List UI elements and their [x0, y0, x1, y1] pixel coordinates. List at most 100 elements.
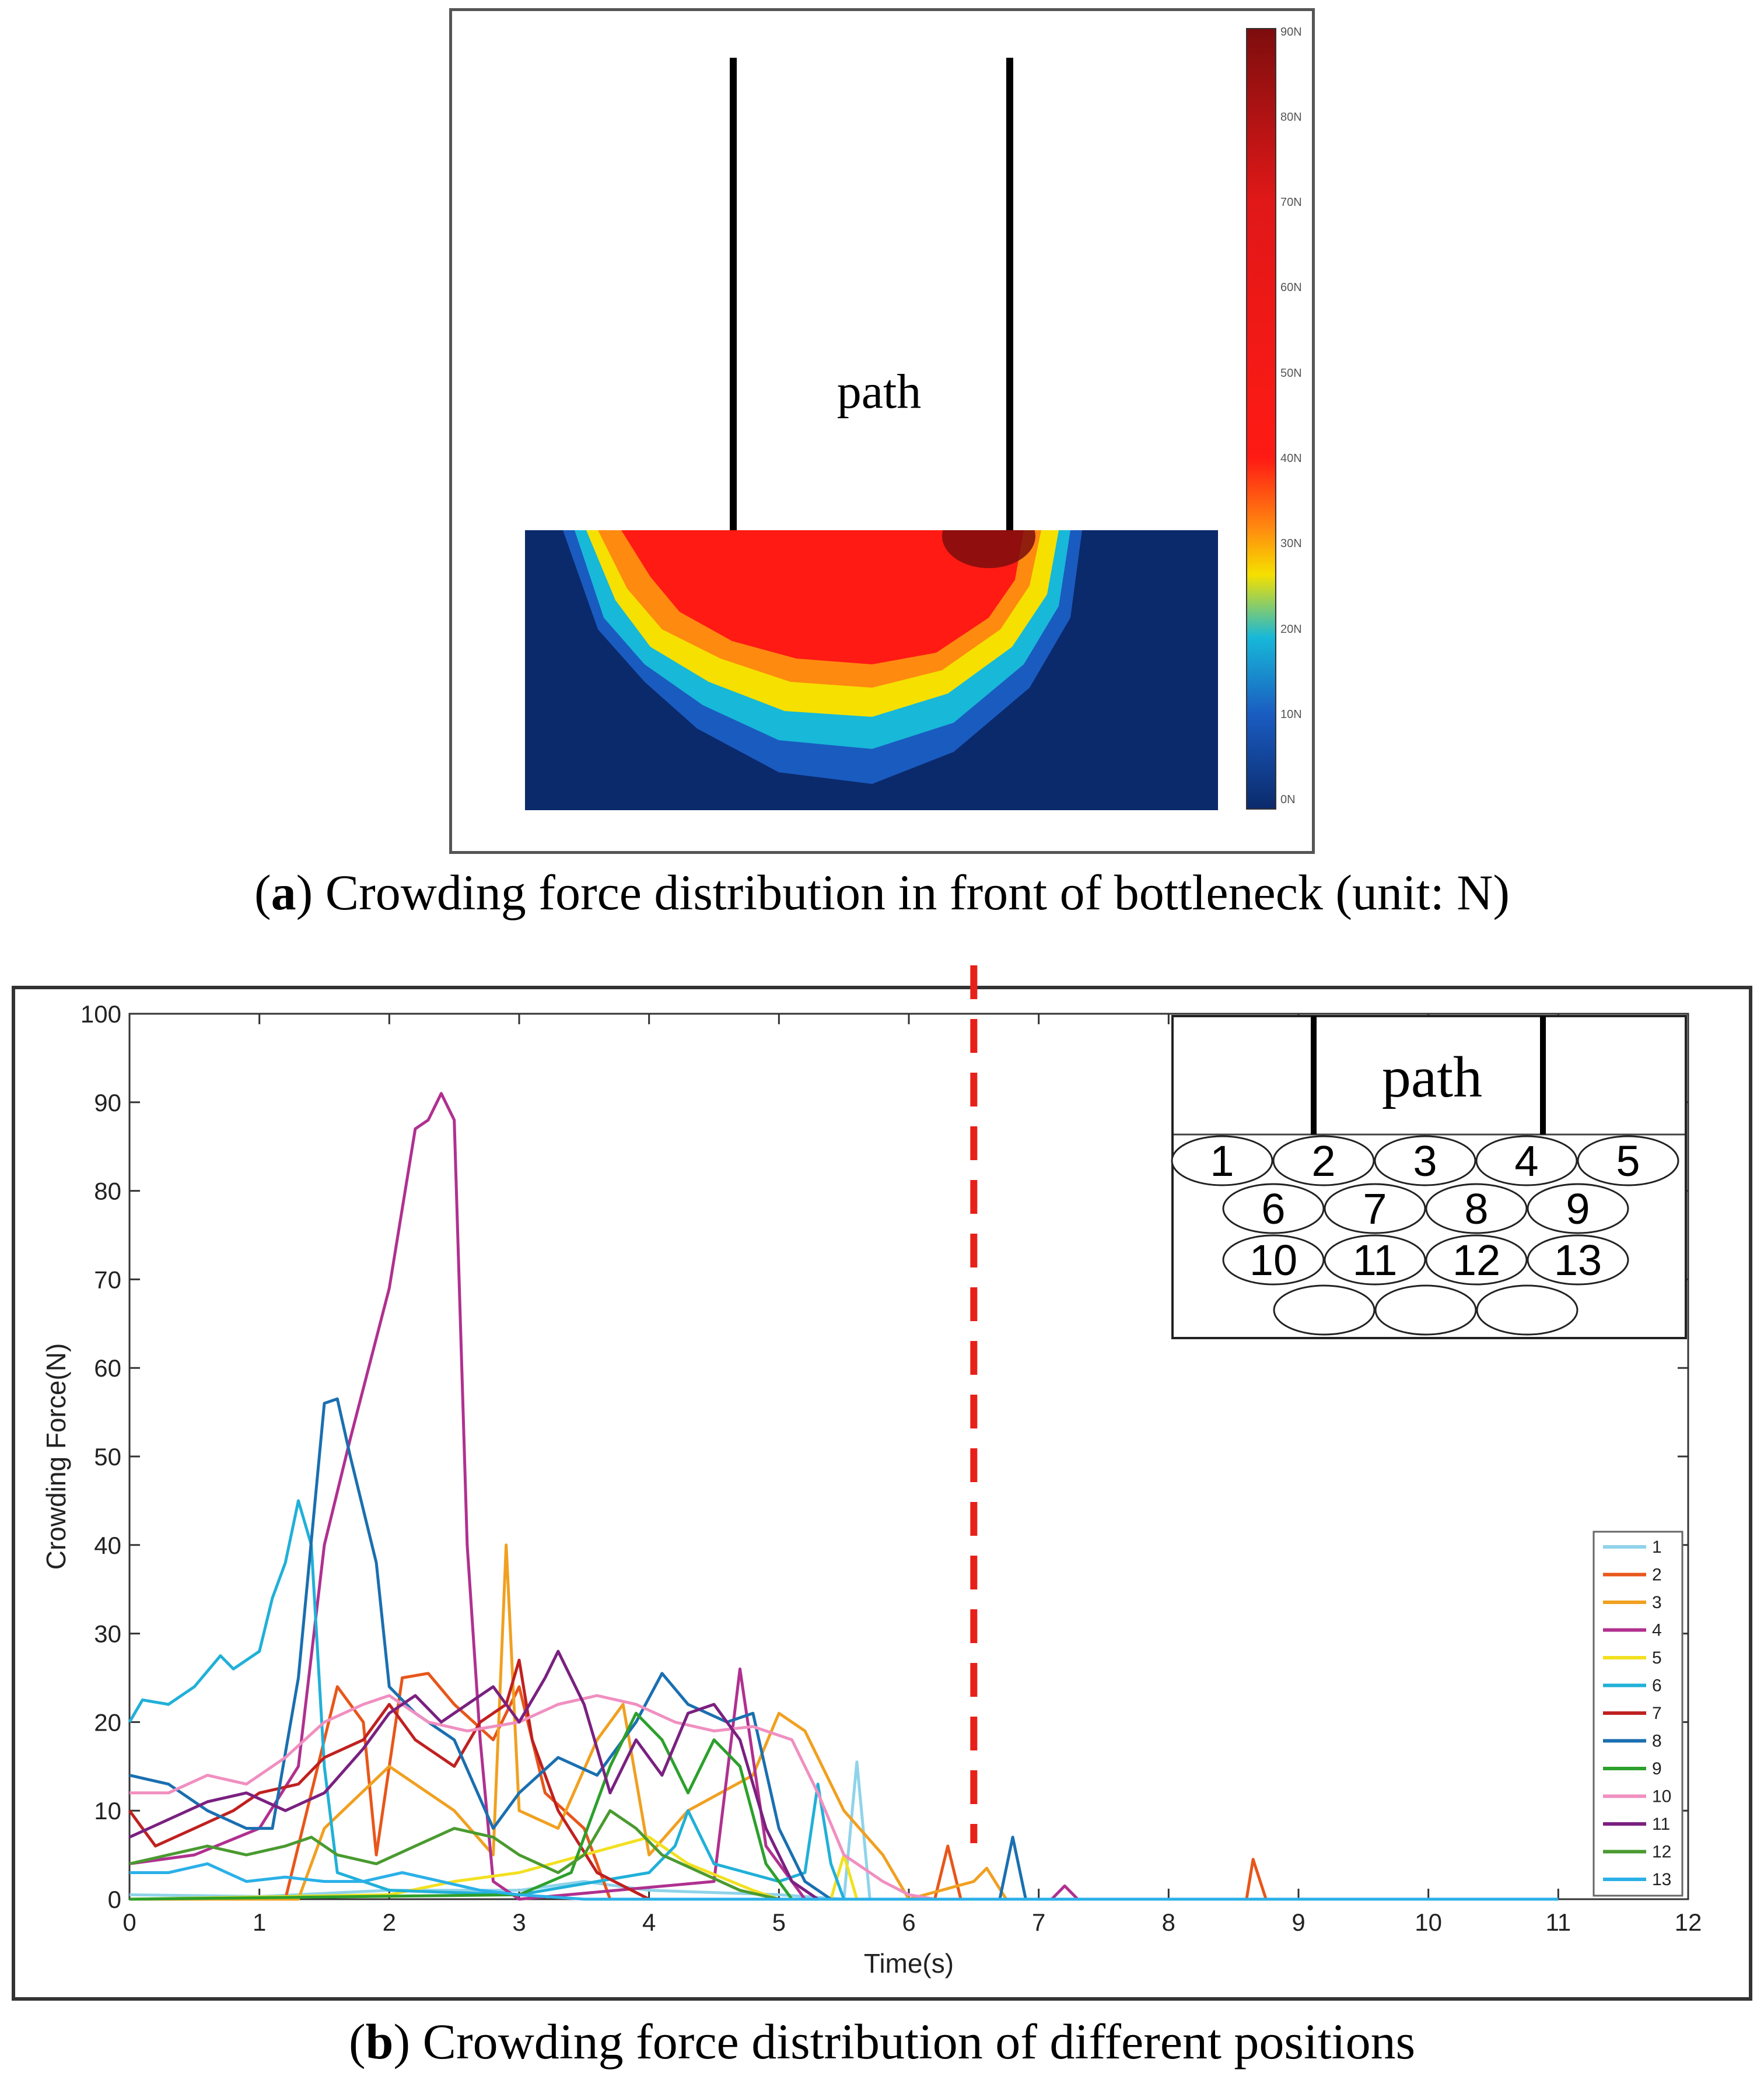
legend-label: 5	[1652, 1648, 1662, 1668]
caption-b: (b) Crowding force distribution of diffe…	[348, 2014, 1416, 2070]
y-axis-label: Crowding Force(N)	[41, 1343, 71, 1570]
y-axis: 0 10 20 30 40 50 60 70 80 90 100	[80, 1000, 1688, 1913]
inset-position-label: 2	[1311, 1137, 1335, 1185]
y-tick-label: 0	[108, 1886, 121, 1913]
colorbar-tick: 0N	[1280, 793, 1296, 806]
x-tick-label: 1	[253, 1909, 266, 1936]
series-line-10	[130, 1694, 1559, 1901]
inset-position-ellipse	[1577, 1135, 1679, 1186]
inset-position-label: 13	[1554, 1236, 1602, 1284]
inset-position-label: 6	[1261, 1185, 1285, 1233]
inset-position-label: 5	[1616, 1137, 1640, 1185]
y-tick-label: 40	[94, 1532, 121, 1559]
legend-label: 1	[1652, 1538, 1662, 1557]
inset-position-label: 9	[1566, 1185, 1590, 1233]
series-line-12	[129, 1809, 1559, 1901]
legend-label: 6	[1652, 1676, 1662, 1696]
colorbar-tick: 90N	[1280, 26, 1302, 38]
inset-position-ellipse	[1324, 1183, 1426, 1234]
path-label: path	[837, 365, 922, 419]
colorbar-tick: 30N	[1280, 537, 1302, 550]
colorbar-tick: 40N	[1280, 452, 1302, 465]
inset-position-ellipse	[1272, 1135, 1375, 1186]
caption-b-text: ) Crowding force distribution of differe…	[393, 2014, 1416, 2070]
x-tick-label: 0	[123, 1909, 136, 1936]
inset-position-ellipse	[1222, 1234, 1325, 1286]
x-tick-label: 12	[1675, 1909, 1702, 1936]
inset-position-ellipse	[1425, 1234, 1528, 1286]
series-line-2	[130, 1672, 1559, 1901]
inset-position-ellipse	[1273, 1284, 1376, 1336]
legend-label: 10	[1652, 1787, 1671, 1806]
inset-positions: 1 2 3 4 56 7 8 910 11 12 13	[1171, 1135, 1679, 1336]
x-axis-label: Time(s)	[864, 1948, 954, 1979]
x-tick-label: 5	[772, 1909, 786, 1936]
y-tick-label: 90	[94, 1089, 121, 1116]
colorbar-tick: 70N	[1280, 196, 1302, 209]
series-line-13	[130, 1862, 1559, 1901]
inset-position-ellipse	[1171, 1135, 1273, 1186]
y-tick-label: 80	[94, 1178, 121, 1205]
inset-position-ellipse	[1476, 1284, 1578, 1336]
x-tick-label: 4	[642, 1909, 656, 1936]
heatmap-figure: path 90N 80N 70N 60N 50N 40N 30N 20N 10N…	[525, 26, 1302, 810]
colorbar-tick: 50N	[1280, 367, 1302, 380]
inset-position-label: 11	[1353, 1236, 1398, 1284]
colorbar-tick: 10N	[1280, 708, 1302, 721]
y-tick-label: 60	[94, 1354, 121, 1382]
series-line-7	[128, 1658, 1559, 1901]
legend-label: 11	[1652, 1815, 1670, 1834]
colorbar	[1246, 28, 1276, 810]
x-tick-label: 6	[902, 1909, 915, 1936]
inset-position-label: 1	[1210, 1137, 1234, 1185]
y-tick-label: 70	[94, 1266, 121, 1293]
series-line-9	[129, 1711, 1559, 1901]
legend-label: 3	[1652, 1593, 1662, 1612]
colorbar-ticks: 90N 80N 70N 60N 50N 40N 30N 20N 10N 0N	[1280, 26, 1302, 806]
y-tick-label: 50	[94, 1443, 121, 1470]
inset-position-ellipse	[1527, 1234, 1629, 1286]
legend-label: 8	[1652, 1732, 1662, 1751]
inset-diagram: path 1 2 3 4 56 7 8 910 11 12 13	[1171, 1015, 1687, 1339]
caption-a: (a) Crowding force distribution in front…	[254, 864, 1510, 920]
inset-position-label: 7	[1363, 1185, 1387, 1233]
inset-position-ellipse	[1527, 1183, 1629, 1234]
inset-position-label: 12	[1452, 1236, 1500, 1284]
legend-label: 2	[1652, 1566, 1662, 1585]
inset-position-label: 3	[1413, 1137, 1437, 1185]
legend-label: 7	[1652, 1704, 1662, 1723]
heatmap-area	[525, 530, 1218, 810]
inset-position-label: 4	[1514, 1137, 1538, 1185]
x-tick-label: 7	[1032, 1909, 1045, 1936]
series-line-6	[128, 1499, 1559, 1901]
x-tick-label: 2	[383, 1909, 396, 1936]
series-line-8	[129, 1397, 1559, 1901]
y-tick-label: 30	[94, 1620, 121, 1648]
x-tick-label: 10	[1415, 1909, 1442, 1936]
inset-position-ellipse	[1324, 1234, 1426, 1286]
panel-b-frame	[12, 986, 1752, 2001]
colorbar-tick: 20N	[1280, 623, 1302, 636]
x-tick-label: 9	[1292, 1909, 1305, 1936]
panel-a-frame: path 90N 80N 70N 60N 50N 40N 30N 20N 10N…	[449, 8, 1315, 854]
series-line-11	[128, 1650, 1559, 1901]
caption-a-text: ) Crowding force distribution in front o…	[296, 864, 1510, 920]
inset-position-ellipse	[1374, 1135, 1476, 1186]
legend-label: 9	[1652, 1759, 1662, 1778]
y-tick-label: 10	[94, 1797, 121, 1825]
series-line-3	[130, 1543, 1559, 1901]
inset-position-ellipse	[1475, 1135, 1578, 1186]
inset-position-label: 10	[1250, 1236, 1297, 1284]
legend-label: 13	[1652, 1870, 1671, 1889]
inset-position-ellipse	[1425, 1183, 1528, 1234]
caption-b-letter: b	[365, 2014, 394, 2070]
series-lines	[128, 1092, 1559, 1901]
colorbar-tick: 80N	[1280, 111, 1302, 124]
legend-label: 12	[1652, 1843, 1671, 1862]
x-tick-label: 8	[1162, 1909, 1175, 1936]
caption-a-letter: a	[271, 864, 296, 920]
inset-position-ellipse	[1222, 1183, 1325, 1234]
